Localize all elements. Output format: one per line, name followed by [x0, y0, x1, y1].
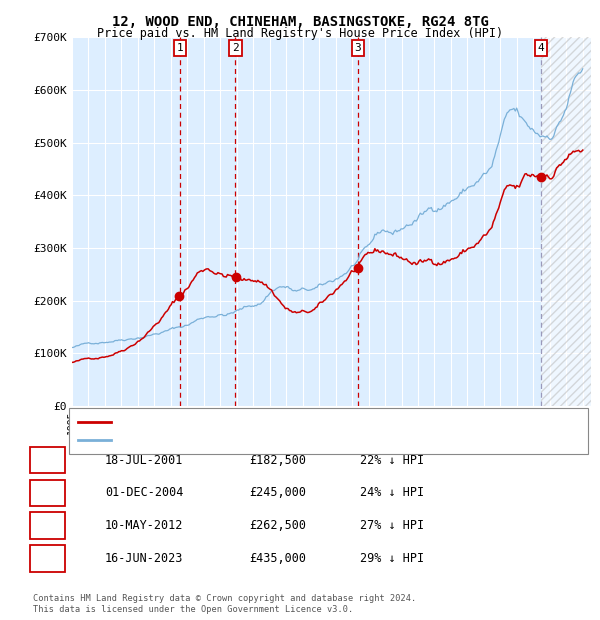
Text: Price paid vs. HM Land Registry's House Price Index (HPI): Price paid vs. HM Land Registry's House …	[97, 27, 503, 40]
Text: £182,500: £182,500	[249, 454, 306, 466]
Text: 12, WOOD END, CHINEHAM, BASINGSTOKE, RG24 8TG (detached house): 12, WOOD END, CHINEHAM, BASINGSTOKE, RG2…	[117, 417, 489, 427]
Text: 2: 2	[232, 43, 239, 53]
Text: HPI: Average price, detached house, Basingstoke and Deane: HPI: Average price, detached house, Basi…	[117, 435, 459, 445]
Text: £435,000: £435,000	[249, 552, 306, 565]
Text: This data is licensed under the Open Government Licence v3.0.: This data is licensed under the Open Gov…	[33, 605, 353, 614]
Text: 29% ↓ HPI: 29% ↓ HPI	[360, 552, 424, 565]
Text: 10-MAY-2012: 10-MAY-2012	[105, 520, 184, 532]
Text: 4: 4	[538, 43, 544, 53]
Text: 1: 1	[176, 43, 183, 53]
Text: 12, WOOD END, CHINEHAM, BASINGSTOKE, RG24 8TG: 12, WOOD END, CHINEHAM, BASINGSTOKE, RG2…	[112, 16, 488, 30]
Text: 01-DEC-2004: 01-DEC-2004	[105, 487, 184, 499]
Text: 3: 3	[355, 43, 361, 53]
Text: 16-JUN-2023: 16-JUN-2023	[105, 552, 184, 565]
Text: Contains HM Land Registry data © Crown copyright and database right 2024.: Contains HM Land Registry data © Crown c…	[33, 595, 416, 603]
Text: 3: 3	[44, 520, 51, 532]
Text: 24% ↓ HPI: 24% ↓ HPI	[360, 487, 424, 499]
Text: 1: 1	[44, 454, 51, 466]
Bar	[541, 37, 591, 406]
Text: £245,000: £245,000	[249, 487, 306, 499]
Text: 4: 4	[44, 552, 51, 565]
Text: £262,500: £262,500	[249, 520, 306, 532]
Text: 22% ↓ HPI: 22% ↓ HPI	[360, 454, 424, 466]
Text: 18-JUL-2001: 18-JUL-2001	[105, 454, 184, 466]
Text: 2: 2	[44, 487, 51, 499]
Text: 27% ↓ HPI: 27% ↓ HPI	[360, 520, 424, 532]
